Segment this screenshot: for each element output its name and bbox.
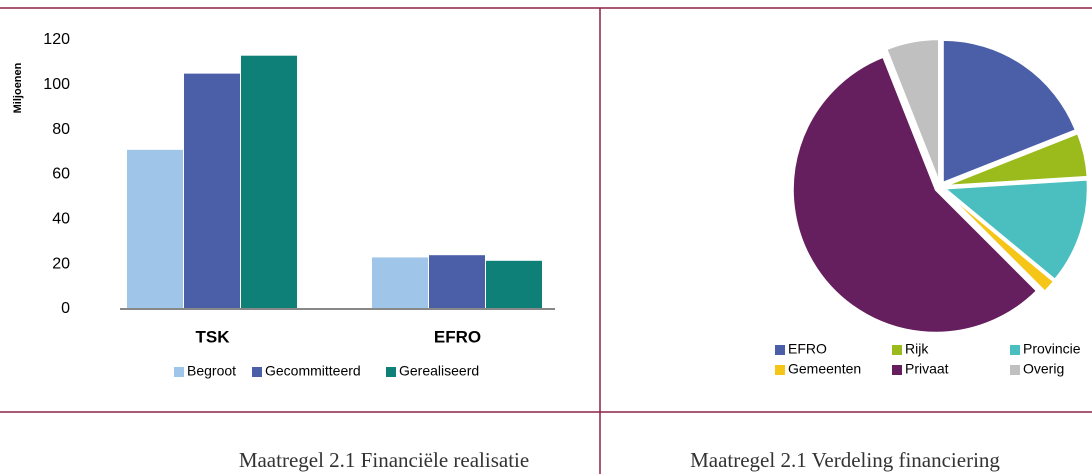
y-tick-label: 40 bbox=[52, 211, 70, 228]
legend-label: Privaat bbox=[905, 361, 949, 377]
y-tick-label: 80 bbox=[52, 121, 70, 138]
legend-label: Rijk bbox=[905, 341, 929, 357]
bar bbox=[184, 73, 240, 309]
legend-label: Overig bbox=[1023, 361, 1064, 377]
legend-swatch bbox=[252, 367, 262, 377]
bar bbox=[127, 149, 183, 309]
y-tick-label: 0 bbox=[61, 300, 70, 317]
pie-slice bbox=[942, 178, 1089, 282]
y-tick-label: 120 bbox=[43, 31, 70, 48]
bar bbox=[429, 255, 485, 309]
y-tick-label: 100 bbox=[43, 76, 70, 93]
y-tick-label: 20 bbox=[52, 255, 70, 272]
legend-label: Begroot bbox=[187, 363, 236, 379]
y-axis-label: Miljoenen bbox=[12, 62, 24, 113]
legend-label: Gemeenten bbox=[788, 361, 861, 377]
legend-label: Gecommitteerd bbox=[265, 363, 361, 379]
x-tick-label: TSK bbox=[196, 327, 231, 346]
legend-swatch bbox=[386, 367, 396, 377]
caption: Maatregel 2.1 Verdeling financiering bbox=[690, 448, 1000, 472]
legend-swatch bbox=[775, 365, 785, 375]
pie-slice bbox=[941, 38, 1078, 185]
legend-swatch bbox=[174, 367, 184, 377]
legend-label: Gerealiseerd bbox=[399, 363, 479, 379]
pie-slice bbox=[791, 55, 1039, 334]
legend-swatch bbox=[892, 365, 902, 375]
legend-swatch bbox=[1010, 345, 1020, 355]
pie-slice bbox=[942, 189, 1056, 293]
bar bbox=[372, 257, 428, 309]
bar bbox=[486, 260, 542, 309]
legend-label: EFRO bbox=[788, 341, 827, 357]
legend-label: Provincie bbox=[1023, 341, 1081, 357]
y-tick-label: 60 bbox=[52, 166, 70, 183]
legend-swatch bbox=[892, 345, 902, 355]
pie-slice bbox=[885, 38, 941, 183]
caption: Maatregel 2.1 Financiële realisatie bbox=[239, 448, 529, 472]
legend-swatch bbox=[775, 345, 785, 355]
legend-swatch bbox=[1010, 365, 1020, 375]
x-tick-label: EFRO bbox=[434, 327, 481, 346]
pie-slice bbox=[944, 131, 1089, 187]
bar bbox=[241, 55, 297, 309]
